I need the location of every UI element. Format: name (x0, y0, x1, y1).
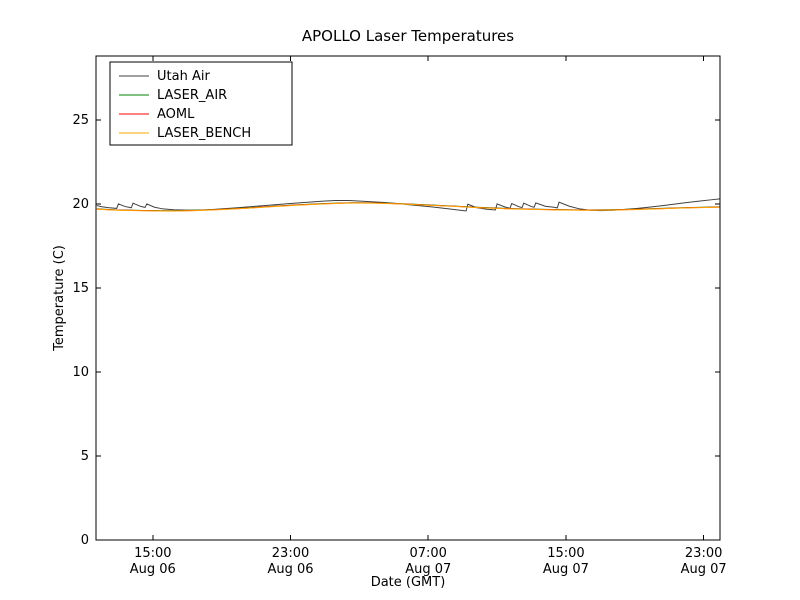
x-tick-label-date: Aug 06 (130, 562, 176, 577)
y-tick-label: 5 (81, 449, 89, 464)
series-layer (96, 198, 720, 212)
x-tick-label-time: 07:00 (409, 546, 446, 561)
y-tick-label: 20 (72, 197, 89, 212)
x-tick-label-time: 15:00 (134, 546, 171, 561)
series-line-laser-bench (96, 202, 720, 212)
legend-label: Utah Air (157, 69, 210, 84)
x-tick-label-time: 23:00 (685, 546, 722, 561)
y-tick-label: 25 (72, 113, 89, 128)
x-tick-label-date: Aug 06 (267, 562, 313, 577)
x-tick-label-date: Aug 07 (681, 562, 727, 577)
x-tick-label-time: 15:00 (547, 546, 584, 561)
chart-title: APOLLO Laser Temperatures (302, 27, 514, 45)
y-tick-label: 15 (72, 281, 89, 296)
series-line-utah-air (96, 198, 720, 212)
legend-label: AOML (157, 107, 195, 122)
y-tick-label: 0 (81, 533, 89, 548)
x-tick-label-date: Aug 07 (543, 562, 589, 577)
legend-label: LASER_BENCH (157, 126, 251, 141)
x-tick-label-time: 23:00 (272, 546, 309, 561)
legend: Utah Air LASER_AIR AOML LASER_BENCH (109, 61, 293, 146)
x-tick-label-date: Aug 07 (405, 562, 451, 577)
y-axis-label: Temperature (C) (52, 245, 67, 352)
y-tick-label: 10 (72, 365, 89, 380)
axes-box (95, 55, 721, 541)
legend-label: LASER_AIR (157, 88, 227, 103)
x-axis-label: Date (GMT) (371, 575, 446, 590)
